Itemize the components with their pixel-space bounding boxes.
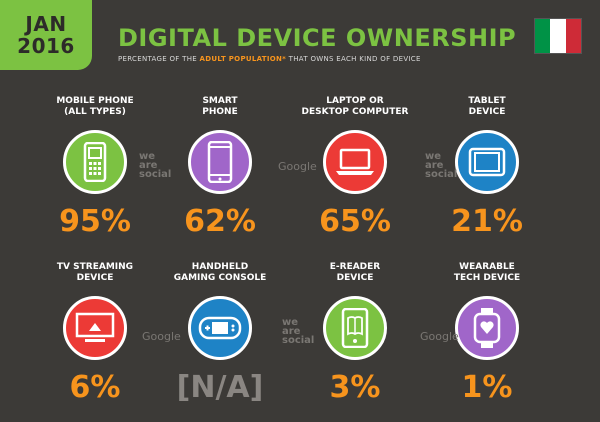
device-card: MOBILE PHONE (ALL TYPES) 95% <box>40 96 150 238</box>
page-subtitle: PERCENTAGE OF THE ADULT POPULATION* THAT… <box>118 55 421 63</box>
device-card: LAPTOP OR DESKTOP COMPUTER 65% <box>300 96 410 238</box>
device-label: TV STREAMING DEVICE <box>56 262 134 283</box>
we-are-social-watermark: we are social <box>282 317 315 346</box>
device-circle <box>63 296 127 360</box>
device-circle <box>188 130 252 194</box>
date-year: 2016 <box>17 34 75 58</box>
gaming-console-icon <box>198 315 242 341</box>
device-label: E-READER DEVICE <box>329 262 381 283</box>
we-are-social-watermark: we are social <box>139 151 172 180</box>
flag-stripe <box>565 19 581 53</box>
italy-flag <box>534 18 582 54</box>
device-value: 62% <box>184 204 256 239</box>
device-circle <box>455 296 519 360</box>
device-value: 6% <box>69 370 121 405</box>
we-are-social-watermark: we are social <box>425 151 458 180</box>
date-month: JAN <box>25 12 67 36</box>
smartphone-icon <box>207 141 233 183</box>
tablet-icon <box>468 147 506 177</box>
tv-streaming-icon <box>75 312 115 344</box>
subtitle-highlight: ADULT POPULATION* <box>199 55 287 63</box>
device-label: MOBILE PHONE (ALL TYPES) <box>56 96 134 117</box>
device-circle <box>323 296 387 360</box>
device-card: TV STREAMING DEVICE 6% <box>40 262 150 404</box>
wearable-icon <box>472 307 502 349</box>
mobile-phone-icon <box>81 142 109 182</box>
device-card: WEARABLE TECH DEVICE 1% <box>432 262 542 404</box>
device-label: HANDHELD GAMING CONSOLE <box>173 262 267 283</box>
device-label: TABLET DEVICE <box>468 96 506 117</box>
device-circle <box>455 130 519 194</box>
subtitle-suffix: THAT OWNS EACH KIND OF DEVICE <box>286 55 421 63</box>
device-card: HANDHELD GAMING CONSOLE [N/A] <box>165 262 275 404</box>
device-value: 1% <box>461 370 513 405</box>
device-value: 65% <box>319 204 391 239</box>
google-watermark: Google <box>142 330 181 343</box>
device-value: [N/A] <box>176 370 264 405</box>
flag-stripe <box>535 19 551 53</box>
device-circle <box>188 296 252 360</box>
page-title: DIGITAL DEVICE OWNERSHIP <box>118 24 517 52</box>
device-circle <box>323 130 387 194</box>
device-card: TABLET DEVICE 21% <box>432 96 542 238</box>
device-label: SMART PHONE <box>202 96 238 117</box>
device-card: E-READER DEVICE 3% <box>300 262 410 404</box>
device-value: 3% <box>329 370 381 405</box>
device-value: 95% <box>59 204 131 239</box>
device-value: 21% <box>451 204 523 239</box>
subtitle-prefix: PERCENTAGE OF THE <box>118 55 200 63</box>
device-circle <box>63 130 127 194</box>
laptop-icon <box>335 148 375 176</box>
device-card: SMART PHONE 62% <box>165 96 275 238</box>
e-reader-icon <box>341 308 369 348</box>
google-watermark: Google <box>278 160 317 173</box>
google-watermark: Google <box>420 330 459 343</box>
device-label: LAPTOP OR DESKTOP COMPUTER <box>301 96 409 117</box>
date-badge: JAN 2016 <box>0 0 92 70</box>
device-label: WEARABLE TECH DEVICE <box>453 262 521 283</box>
flag-stripe <box>550 19 566 53</box>
